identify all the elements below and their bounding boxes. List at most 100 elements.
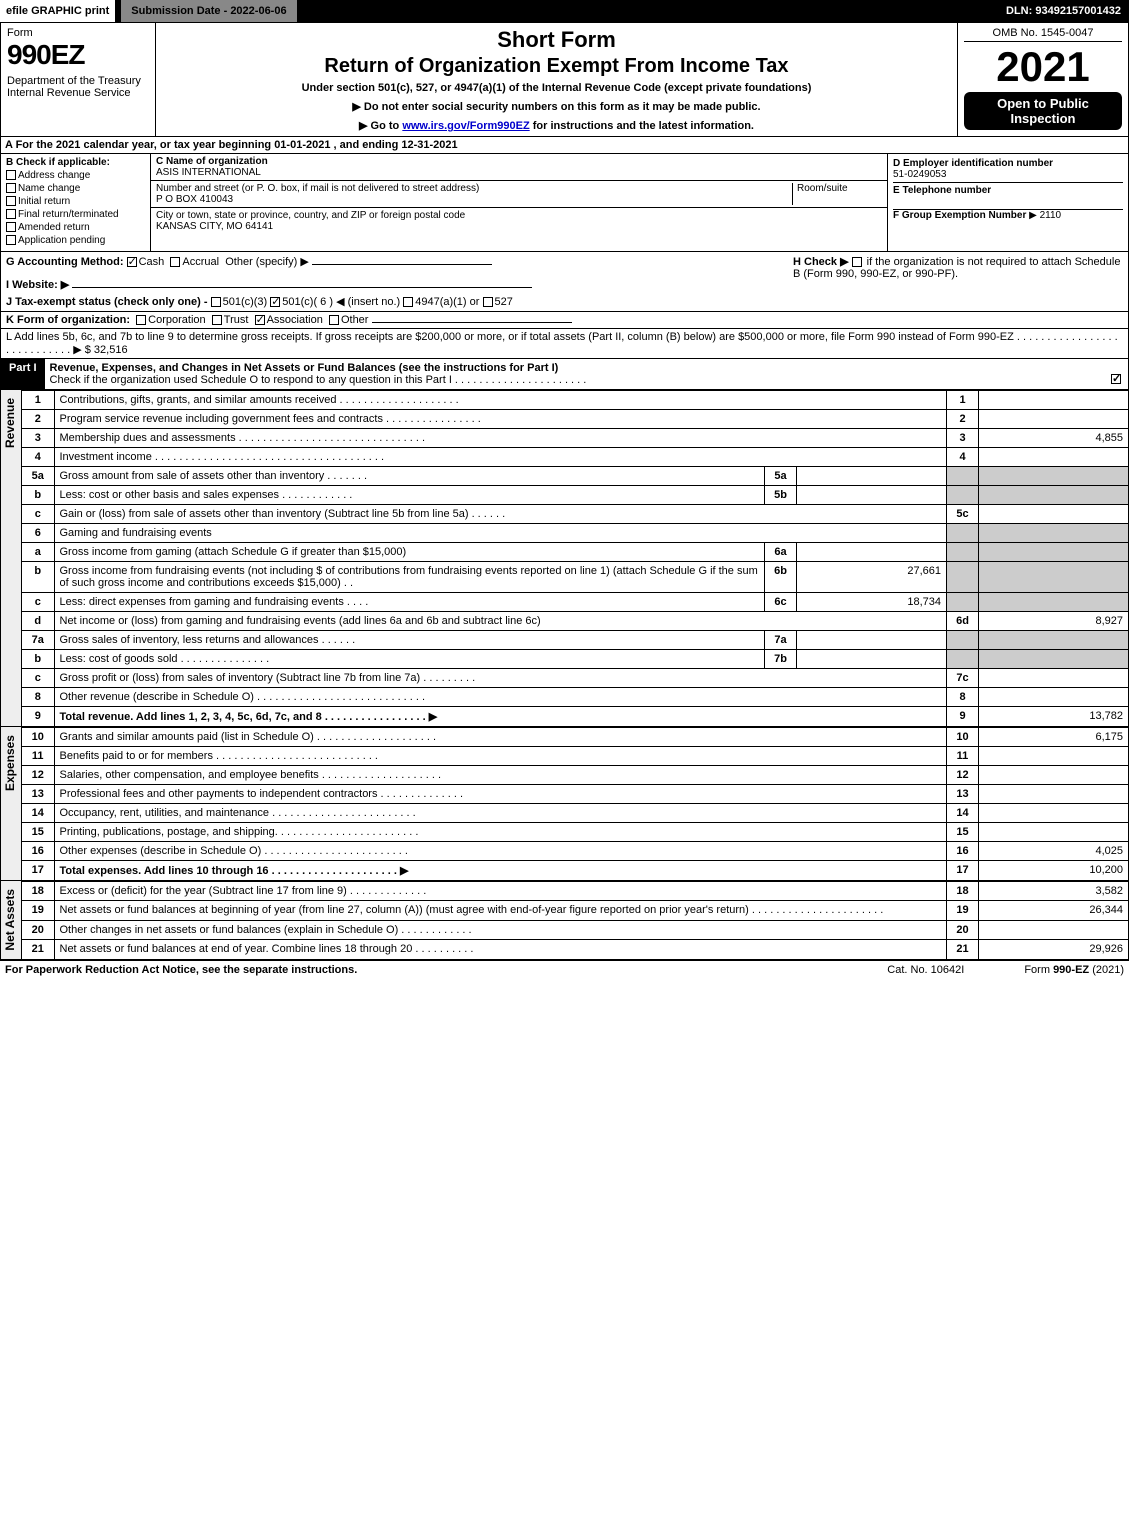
line-8: 8Other revenue (describe in Schedule O) … <box>22 688 1129 707</box>
form-number: 990EZ <box>7 39 149 71</box>
no-ssn-note: ▶ Do not enter social security numbers o… <box>164 100 949 113</box>
city-label: City or town, state or province, country… <box>156 210 465 221</box>
revenue-table: 1Contributions, gifts, grants, and simil… <box>22 390 1129 727</box>
line-a-tax-year: A For the 2021 calendar year, or tax yea… <box>0 137 1129 154</box>
other-specify-line <box>312 264 492 265</box>
group-exemption-value: ▶ 2110 <box>1029 210 1061 221</box>
dln: DLN: 93492157001432 <box>998 3 1129 19</box>
chk-name-change[interactable] <box>6 183 16 193</box>
website-line <box>72 287 532 288</box>
part-1-header: Part I Revenue, Expenses, and Changes in… <box>0 359 1129 390</box>
omb-number: OMB No. 1545-0047 <box>964 27 1122 42</box>
netassets-section: Net Assets 18Excess or (deficit) for the… <box>0 881 1129 960</box>
line-1: 1Contributions, gifts, grants, and simil… <box>22 391 1129 410</box>
line-3: 3Membership dues and assessments . . . .… <box>22 429 1129 448</box>
chk-association[interactable] <box>255 315 265 325</box>
line-12: 12Salaries, other compensation, and empl… <box>22 766 1129 785</box>
cat-no: Cat. No. 10642I <box>887 964 964 976</box>
line-5c: cGain or (loss) from sale of assets othe… <box>22 505 1129 524</box>
tel-label: E Telephone number <box>893 185 991 196</box>
line-17: 17Total expenses. Add lines 10 through 1… <box>22 861 1129 881</box>
goto-post: for instructions and the latest informat… <box>530 120 754 132</box>
line-19: 19Net assets or fund balances at beginni… <box>22 901 1129 920</box>
line-7c: cGross profit or (loss) from sales of in… <box>22 669 1129 688</box>
line-16: 16Other expenses (describe in Schedule O… <box>22 842 1129 861</box>
group-exemption-label: F Group Exemption Number <box>893 210 1026 221</box>
return-title: Return of Organization Exempt From Incom… <box>164 55 949 78</box>
expenses-table: 10Grants and similar amounts paid (list … <box>22 727 1129 881</box>
top-bar: efile GRAPHIC print Submission Date - 20… <box>0 0 1129 22</box>
line-6: 6Gaming and fundraising events <box>22 524 1129 543</box>
room-label: Room/suite <box>797 183 848 194</box>
chk-schedule-o-part1[interactable] <box>1111 374 1121 384</box>
line-7b: bLess: cost of goods sold . . . . . . . … <box>22 650 1129 669</box>
k-label: K Form of organization: <box>6 314 130 326</box>
form-ref: Form 990-EZ (2021) <box>1024 964 1124 976</box>
page-footer: For Paperwork Reduction Act Notice, see … <box>0 960 1129 979</box>
row-k: K Form of organization: Corporation Trus… <box>0 312 1129 329</box>
row-l: L Add lines 5b, 6c, and 7b to line 9 to … <box>0 329 1129 359</box>
street-value: P O BOX 410043 <box>156 194 233 205</box>
org-name: ASIS INTERNATIONAL <box>156 167 261 178</box>
line-9: 9Total revenue. Add lines 1, 2, 3, 4, 5c… <box>22 707 1129 727</box>
department: Department of the Treasury Internal Reve… <box>7 75 149 99</box>
revenue-side-label: Revenue <box>0 390 22 727</box>
g-label: G Accounting Method: <box>6 256 124 268</box>
chk-initial-return[interactable] <box>6 196 16 206</box>
line-6a: aGross income from gaming (attach Schedu… <box>22 543 1129 562</box>
goto-pre: ▶ Go to <box>359 120 402 132</box>
j-tax-exempt-label: J Tax-exempt status (check only one) - <box>6 296 208 308</box>
ein-label: D Employer identification number <box>893 158 1053 169</box>
line-5b: bLess: cost or other basis and sales exp… <box>22 486 1129 505</box>
open-to-public: Open to Public Inspection <box>964 92 1122 130</box>
line-6d: dNet income or (loss) from gaming and fu… <box>22 612 1129 631</box>
col-b-checkboxes: B Check if applicable: Address change Na… <box>1 154 151 251</box>
netassets-side-label: Net Assets <box>0 881 22 960</box>
chk-501c[interactable] <box>270 297 280 307</box>
i-website-label: I Website: ▶ <box>6 279 69 291</box>
chk-trust[interactable] <box>212 315 222 325</box>
part-1-label: Part I <box>1 359 45 389</box>
chk-corporation[interactable] <box>136 315 146 325</box>
chk-not-required-schedule-b[interactable] <box>852 257 862 267</box>
name-label: C Name of organization <box>156 156 268 167</box>
chk-application-pending[interactable] <box>6 235 16 245</box>
tax-year: 2021 <box>964 46 1122 88</box>
city-value: KANSAS CITY, MO 64141 <box>156 221 273 232</box>
line-11: 11Benefits paid to or for members . . . … <box>22 747 1129 766</box>
col-d-numbers: D Employer identification number 51-0249… <box>888 154 1128 251</box>
ein-value: 51-0249053 <box>893 169 946 180</box>
line-7a: 7aGross sales of inventory, less returns… <box>22 631 1129 650</box>
chk-4947a1[interactable] <box>403 297 413 307</box>
chk-527[interactable] <box>483 297 493 307</box>
line-13: 13Professional fees and other payments t… <box>22 785 1129 804</box>
line-6b: bGross income from fundraising events (n… <box>22 562 1129 593</box>
netassets-table: 18Excess or (deficit) for the year (Subt… <box>22 881 1129 960</box>
line-5a: 5aGross amount from sale of assets other… <box>22 467 1129 486</box>
line-18: 18Excess or (deficit) for the year (Subt… <box>22 882 1129 901</box>
line-15: 15Printing, publications, postage, and s… <box>22 823 1129 842</box>
line-6c: cLess: direct expenses from gaming and f… <box>22 593 1129 612</box>
goto-instructions: ▶ Go to www.irs.gov/Form990EZ for instru… <box>164 119 949 132</box>
chk-other-org[interactable] <box>329 315 339 325</box>
line-4: 4Investment income . . . . . . . . . . .… <box>22 448 1129 467</box>
header-right: OMB No. 1545-0047 2021 Open to Public In… <box>958 23 1128 136</box>
info-row: B Check if applicable: Address change Na… <box>0 154 1129 252</box>
chk-accrual[interactable] <box>170 257 180 267</box>
chk-final-return[interactable] <box>6 209 16 219</box>
revenue-section: Revenue 1Contributions, gifts, grants, a… <box>0 390 1129 727</box>
short-form-title: Short Form <box>164 27 949 53</box>
part-1-check: Check if the organization used Schedule … <box>50 374 587 386</box>
chk-501c3[interactable] <box>211 297 221 307</box>
other-org-line <box>372 322 572 323</box>
efile-graphic-print[interactable]: efile GRAPHIC print <box>0 0 115 22</box>
irs-link[interactable]: www.irs.gov/Form990EZ <box>402 120 529 132</box>
col-b-header: B Check if applicable: <box>6 157 110 168</box>
chk-address-change[interactable] <box>6 170 16 180</box>
row-g-h: G Accounting Method: Cash Accrual Other … <box>0 252 1129 312</box>
chk-amended-return[interactable] <box>6 222 16 232</box>
chk-cash[interactable] <box>127 257 137 267</box>
expenses-side-label: Expenses <box>0 727 22 881</box>
col-c-org-info: C Name of organization ASIS INTERNATIONA… <box>151 154 888 251</box>
under-section: Under section 501(c), 527, or 4947(a)(1)… <box>164 82 949 94</box>
